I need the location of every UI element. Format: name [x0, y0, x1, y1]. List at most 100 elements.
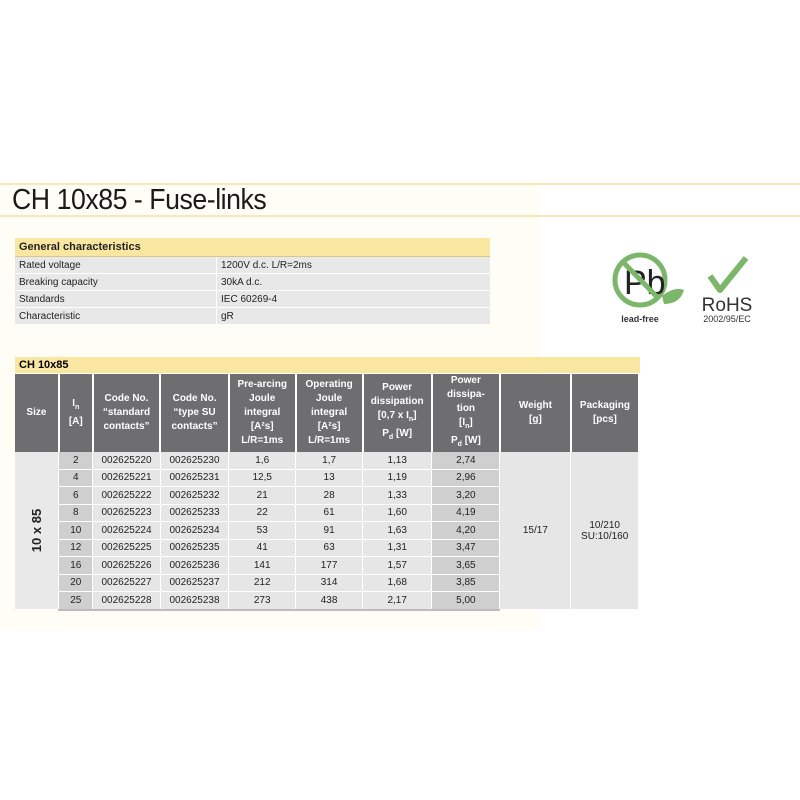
general-label: Standards: [15, 290, 217, 308]
divider: [0, 183, 800, 185]
table-row: 10 x 85 2 002625220 002625230 1,6 1,7 1,13 2,74…: [15, 452, 638, 610]
table-cell: 5,00: [431, 591, 501, 611]
page-title: CH 10x85 - Fuse-links: [12, 184, 267, 216]
table-cell: 1,57: [362, 556, 433, 575]
table-cell: 002625224: [92, 521, 161, 540]
table-cell: 002625236: [160, 556, 230, 575]
table-cell: 002625237: [160, 574, 230, 592]
table-cell: 8: [58, 504, 94, 522]
header-code-su: Code No. “type SU contacts”: [160, 374, 230, 452]
table-cell: 002625223: [92, 504, 161, 522]
table-cell: 2: [58, 452, 94, 470]
table-cell: 177: [295, 556, 364, 575]
table-cell: 002625220: [92, 452, 161, 470]
table-cell: 1,7: [295, 452, 364, 470]
header-weight: Weight [g]: [499, 374, 572, 452]
table-cell: 002625226: [92, 556, 161, 575]
table-row: 20 002625227 002625237 212 314 1,68 3,85: [15, 574, 638, 592]
table-cell: 61: [295, 504, 364, 522]
general-row: Rated voltage 1200V d.c. L/R=2ms: [15, 256, 490, 274]
table-cell: 1,33: [362, 486, 433, 505]
general-label: Characteristic: [15, 307, 217, 325]
table-cell: 212: [228, 574, 297, 592]
header-operating: Operating Joule integral [A²s] L/R=1ms: [295, 374, 364, 452]
table-row: 12 002625225 002625235 41 63 1,31 3,47: [15, 539, 638, 557]
table-cell: 3,20: [431, 486, 501, 505]
general-row: Characteristic gR: [15, 307, 490, 325]
table-cell: 41: [228, 539, 297, 557]
table-cell: 21: [228, 486, 297, 505]
general-label: Rated voltage: [15, 256, 217, 274]
general-value: gR: [216, 307, 490, 325]
table-cell: 002625222: [92, 486, 161, 505]
table-row: 10 002625224 002625234 53 91 1,63 4,20: [15, 521, 638, 540]
table-cell: 002625235: [160, 539, 230, 557]
table-cell: 4,19: [431, 504, 501, 522]
table-cell: 20: [58, 574, 94, 592]
table-cell: 002625231: [160, 469, 230, 487]
packaging-cell: 10/210 SU:10/160: [570, 452, 638, 610]
table-cell: 1,13: [362, 452, 433, 470]
table-cell: 1,63: [362, 521, 433, 540]
header-code-standard: Code No. “standard contacts”: [92, 374, 162, 452]
table-cell: 141: [228, 556, 297, 575]
svg-text:RoHS: RoHS: [702, 295, 753, 316]
table-cell: 1,31: [362, 539, 433, 557]
certification-logos: Pb lead-free RoHS 2002/95/EC: [610, 248, 760, 333]
table-cell: 1,19: [362, 469, 433, 487]
table-cell: 12: [58, 539, 94, 557]
table-row: 8 002625223 002625233 22 61 1,60 4,19: [15, 504, 638, 522]
size-cell: 10 x 85: [15, 452, 60, 610]
table-row: 16 002625226 002625236 141 177 1,57 3,65: [15, 556, 638, 575]
table-cell: 002625227: [92, 574, 161, 592]
general-value: IEC 60269-4: [216, 290, 490, 308]
general-value: 30kA d.c.: [216, 273, 490, 291]
table-cell: 314: [295, 574, 364, 592]
table-cell: 6: [58, 486, 94, 505]
general-row: Breaking capacity 30kA d.c.: [15, 273, 490, 291]
fuse-links-table: Size In [A] Code No. “standard contacts” Co…: [15, 374, 638, 611]
table-cell: 1,60: [362, 504, 433, 522]
divider: [0, 215, 800, 217]
general-value: 1200V d.c. L/R=2ms: [216, 256, 490, 274]
table-cell: 3,85: [431, 574, 501, 592]
general-label: Breaking capacity: [15, 273, 217, 291]
table-cell: 002625232: [160, 486, 230, 505]
general-header: General characteristics: [15, 238, 490, 257]
header-power-dissipation-07: Power dissipation [0,7 x In] Pd [W]: [362, 374, 433, 452]
table-cell: 2,17: [362, 591, 433, 611]
header-pre-arcing: Pre-arcing Joule integral [A²s] L/R=1ms: [228, 374, 297, 452]
table-cell: 28: [295, 486, 364, 505]
table-cell: 13: [295, 469, 364, 487]
general-characteristics-table: General characteristics Rated voltage 120…: [15, 238, 490, 325]
lead-free-rohs-icon: Pb lead-free RoHS 2002/95/EC: [612, 252, 753, 324]
weight-cell: 15/17: [499, 452, 572, 610]
table-cell: 53: [228, 521, 297, 540]
table-row: 25 002625228 002625238 273 438 2,17 5,00: [15, 591, 638, 611]
table-cell: 4: [58, 469, 94, 487]
table-cell: 002625233: [160, 504, 230, 522]
svg-text:2002/95/EC: 2002/95/EC: [703, 314, 751, 324]
table-cell: 10: [58, 521, 94, 540]
table-cell: 1,6: [228, 452, 297, 470]
general-row: Standards IEC 60269-4: [15, 290, 490, 308]
header-current: In [A]: [58, 374, 94, 452]
table-cell: 3,65: [431, 556, 501, 575]
table-cell: 3,47: [431, 539, 501, 557]
table-title: CH 10x85: [15, 357, 640, 373]
table-cell: 63: [295, 539, 364, 557]
table-cell: 12,5: [228, 469, 297, 487]
table-cell: 25: [58, 591, 94, 611]
table-cell: 273: [228, 591, 297, 611]
table-cell: 2,96: [431, 469, 501, 487]
table-cell: 002625221: [92, 469, 161, 487]
table-cell: 22: [228, 504, 297, 522]
table-cell: 002625225: [92, 539, 161, 557]
table-cell: 2,74: [431, 452, 501, 470]
table-row: 6 002625222 002625232 21 28 1,33 3,20: [15, 486, 638, 505]
table-cell: 002625230: [160, 452, 230, 470]
table-cell: 002625238: [160, 591, 230, 611]
header-packaging: Packaging [pcs]: [570, 374, 638, 452]
table-row: 4 002625221 002625231 12,5 13 1,19 2,96: [15, 469, 638, 487]
svg-text:lead-free: lead-free: [621, 314, 659, 324]
